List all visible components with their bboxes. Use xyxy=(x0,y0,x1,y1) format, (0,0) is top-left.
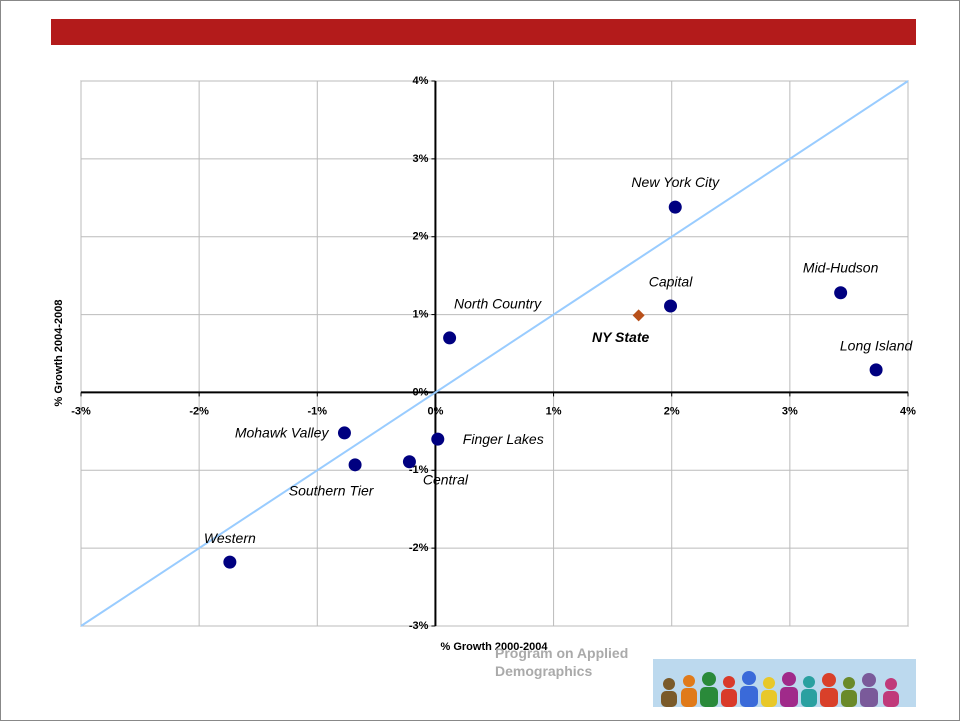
point xyxy=(869,363,883,377)
point-label: New York City xyxy=(631,174,720,190)
point xyxy=(337,426,351,440)
point-label: Mohawk Valley xyxy=(235,425,330,441)
point xyxy=(431,432,445,446)
point xyxy=(664,299,678,313)
x-tick-label: -1% xyxy=(308,405,328,417)
y-tick-label: 3% xyxy=(413,153,429,165)
point-label: Long Island xyxy=(840,338,914,354)
x-axis-title: % Growth 2000-2004 xyxy=(441,641,549,653)
y-tick-label: 2% xyxy=(413,231,429,243)
y-tick-label: -3% xyxy=(409,620,429,632)
y-tick-label: -1% xyxy=(409,464,429,476)
point xyxy=(443,331,457,345)
reference-line xyxy=(80,80,909,627)
people-image xyxy=(653,659,916,707)
point-label: Mid-Hudson xyxy=(803,259,879,275)
x-tick-label: 2% xyxy=(664,405,680,417)
point xyxy=(632,309,645,322)
x-tick-label: 4% xyxy=(900,405,916,417)
y-tick-label: 1% xyxy=(413,308,429,320)
y-axis-title: % Growth 2004-2008 xyxy=(53,300,65,407)
point-label: Finger Lakes xyxy=(463,431,544,447)
point-label: Western xyxy=(204,530,256,546)
point-label: Capital xyxy=(649,274,693,290)
point-label: Southern Tier xyxy=(289,483,375,499)
x-tick-label: 1% xyxy=(546,405,562,417)
banner xyxy=(51,19,916,45)
x-tick-label: -2% xyxy=(189,405,209,417)
x-tick-label: -3% xyxy=(71,405,91,417)
footer-text: Program on Applied Demographics xyxy=(495,645,629,679)
point xyxy=(348,458,362,472)
point xyxy=(834,286,848,300)
y-tick-label: 4% xyxy=(413,75,429,87)
point xyxy=(402,455,416,469)
y-tick-label: -2% xyxy=(409,542,429,554)
x-tick-label: 3% xyxy=(782,405,798,417)
point-label: North Country xyxy=(454,296,542,312)
point-label: NY State xyxy=(592,329,650,345)
point xyxy=(668,200,682,214)
point xyxy=(223,555,237,569)
point-label: Central xyxy=(423,471,469,487)
